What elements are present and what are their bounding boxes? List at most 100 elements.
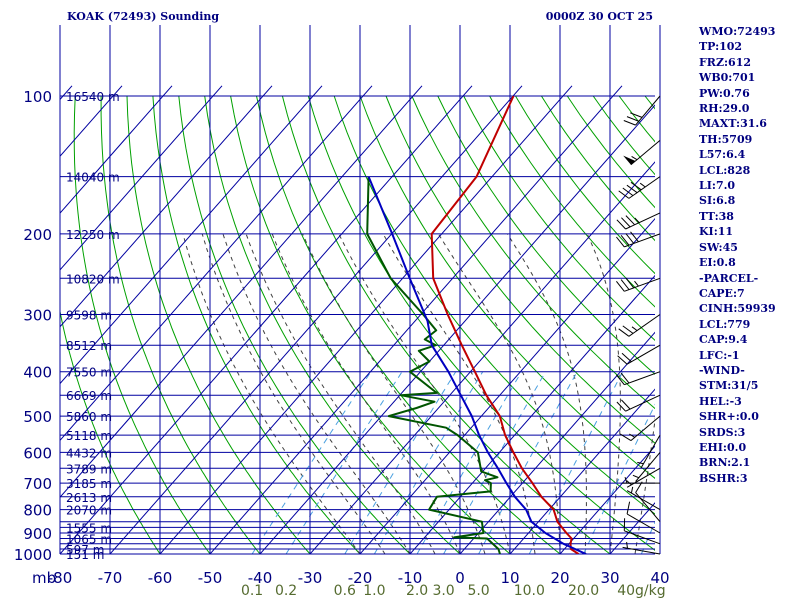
index-item: EI:0.8 [699, 256, 736, 270]
wind-barb [626, 467, 661, 488]
wind-barb [616, 231, 661, 248]
pressure-label: 1000 [14, 546, 52, 564]
index-item: SW:45 [699, 240, 738, 254]
mixing-ratio-line [251, 371, 372, 554]
dry-adiabat [100, 96, 261, 554]
dry-adiabat [281, 95, 611, 554]
temperature-label: 30 [600, 569, 619, 587]
mixing-ratio-label: 2.0 [406, 583, 428, 599]
wind-barb [637, 434, 661, 469]
mixing-ratio-line [416, 371, 522, 554]
mixing-ratio-label: 5.0 [467, 583, 489, 599]
isotherm [60, 85, 473, 554]
index-item: SRDS:3 [699, 425, 746, 439]
moist-adiabat [271, 233, 461, 554]
dry-adiabat [152, 95, 361, 554]
index-item: PW:0.76 [699, 86, 750, 100]
mixing-ratio-label: 3.0 [432, 583, 454, 599]
index-item: WB0:701 [699, 71, 756, 85]
index-item: KI:11 [699, 225, 734, 239]
isotherm [259, 104, 655, 554]
wind-barb [623, 140, 661, 166]
height-label: 16540 m [66, 90, 120, 104]
temperature-label: -20 [348, 569, 373, 587]
height-label: 10820 m [66, 272, 120, 286]
pressure-label: 900 [23, 525, 52, 543]
index-item: L57:6.4 [699, 148, 746, 162]
isotherm [60, 85, 373, 442]
pressure-label: 700 [23, 475, 52, 493]
isotherm [60, 85, 273, 328]
wind-barb [623, 518, 661, 545]
wind-barb [623, 95, 661, 126]
temperature-label: -70 [98, 569, 123, 587]
temperature-label: -50 [198, 569, 223, 587]
wind-barb [626, 501, 661, 534]
axis-labels: 0.1 0.2 0.6 1.0 2.0 3.0 5.0 10.0 20.0 40g/kg10020… [14, 88, 670, 599]
dry-adiabat [256, 95, 561, 554]
height-label: 3789 m [66, 462, 112, 476]
height-label: 5118 m [66, 429, 112, 443]
height-label: 9598 m [66, 309, 112, 323]
index-item: MAXT:31.6 [699, 117, 767, 131]
mixing-ratio-label: 0.2 [275, 583, 297, 599]
moist-adiabat [201, 233, 386, 554]
wind-barb [622, 476, 660, 484]
wind-barb [618, 314, 661, 337]
mixing-ratio-label: 40g/kg [617, 583, 665, 599]
dry-adiabat [230, 95, 511, 554]
temperature-label: 40 [650, 569, 669, 587]
wind-barb [632, 452, 661, 482]
indices-panel: WMO:72493 TP:102 FRZ:612 WB0:701 PW:0.76 RH:2… [699, 24, 776, 486]
temperature-label: -40 [248, 569, 273, 587]
index-item: LI:7.0 [699, 179, 736, 193]
height-label: 151 m [66, 548, 104, 562]
chart-time: 0000Z 30 OCT 25 [546, 10, 653, 23]
chart-title: KOAK (72493) Sounding [67, 10, 219, 23]
height-label: 597 m [66, 543, 104, 557]
dry-adiabat [126, 95, 311, 554]
index-item: -WIND- [699, 363, 745, 377]
height-label: 2613 m [66, 491, 112, 505]
index-item: CAP:9.4 [699, 333, 748, 347]
index-item: TT:38 [699, 209, 734, 223]
moist-adiabat [182, 233, 361, 554]
isotherm [209, 85, 623, 554]
index-item: TP:102 [699, 40, 743, 54]
dry-adiabat [73, 95, 211, 554]
mixing-ratio-label: 0.1 [241, 583, 263, 599]
index-item: LFC:-1 [699, 348, 740, 362]
pressure-label: 500 [23, 408, 52, 426]
temperature-label: -80 [48, 569, 73, 587]
dry-adiabat [411, 95, 655, 410]
pressure-label: 800 [23, 502, 52, 520]
dry-adiabat [463, 95, 655, 342]
isotherm [359, 218, 655, 554]
height-label: 12250 m [66, 228, 120, 242]
wind-barb [626, 486, 661, 511]
temperature-label: 0 [455, 569, 465, 587]
height-label: 1555 m [66, 521, 112, 535]
dry-adiabat [489, 95, 655, 308]
index-item: CINH:59939 [699, 302, 776, 316]
isotherm [60, 85, 223, 271]
temperature-label: -30 [298, 569, 323, 587]
wind-barb [616, 212, 661, 230]
wind-barb [616, 394, 661, 412]
wind-barb [617, 344, 661, 365]
index-item: WMO:72493 [699, 25, 776, 38]
isotherm [60, 85, 173, 214]
height-label: 5860 m [66, 410, 112, 424]
mixing-ratio-label: 20.0 [568, 583, 599, 599]
dry-adiabat [775, 96, 800, 564]
moist-adiabat [586, 233, 621, 554]
parcel-profile [367, 176, 587, 554]
temperature-profile [430, 95, 580, 554]
isotherm [0, 86, 22, 564]
isotherm [459, 331, 655, 554]
mixing-ratio-label: 1.0 [363, 583, 385, 599]
temperature-label: 20 [550, 569, 569, 587]
index-item: LCL:779 [699, 317, 751, 331]
pressure-label: 100 [23, 88, 52, 106]
dry-adiabat [437, 95, 655, 375]
